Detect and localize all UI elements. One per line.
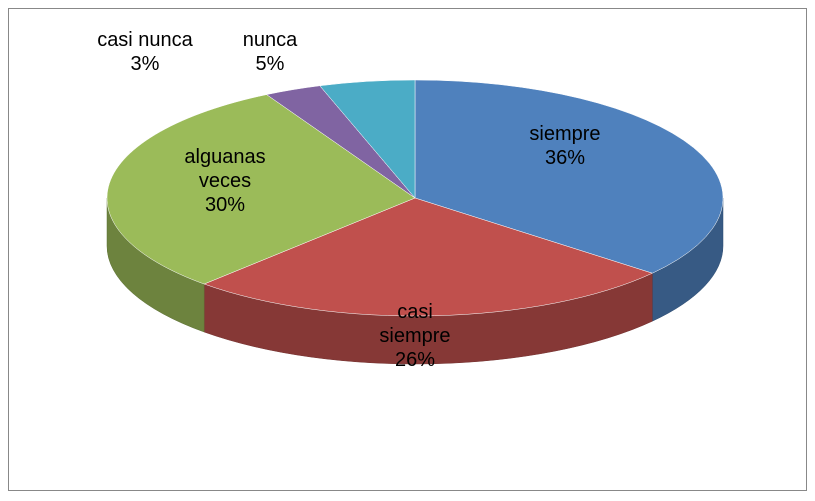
slice-name: casi siempre <box>379 301 451 347</box>
slice-label: siempre 36% <box>505 122 625 170</box>
slice-value: 30% <box>204 194 246 216</box>
slice-name: casi nunca <box>97 29 193 51</box>
slice-value: 3% <box>130 53 160 75</box>
slice-value: 26% <box>394 349 436 371</box>
slice-name: nunca <box>242 29 298 51</box>
slice-label: casi nunca 3% <box>75 28 215 76</box>
pie-slice <box>319 79 416 199</box>
pie-slice <box>106 94 416 285</box>
slice-label: alguanas veces 30% <box>175 145 275 217</box>
slice-label: nunca 5% <box>230 28 310 76</box>
slice-name: siempre <box>529 123 601 145</box>
slice-value: 5% <box>255 53 285 75</box>
pie-slice <box>203 197 654 317</box>
pie-slice <box>414 79 724 274</box>
slice-name: alguanas veces <box>184 146 266 192</box>
slice-label: casi siempre 26% <box>370 300 460 372</box>
slice-value: 36% <box>544 147 586 169</box>
